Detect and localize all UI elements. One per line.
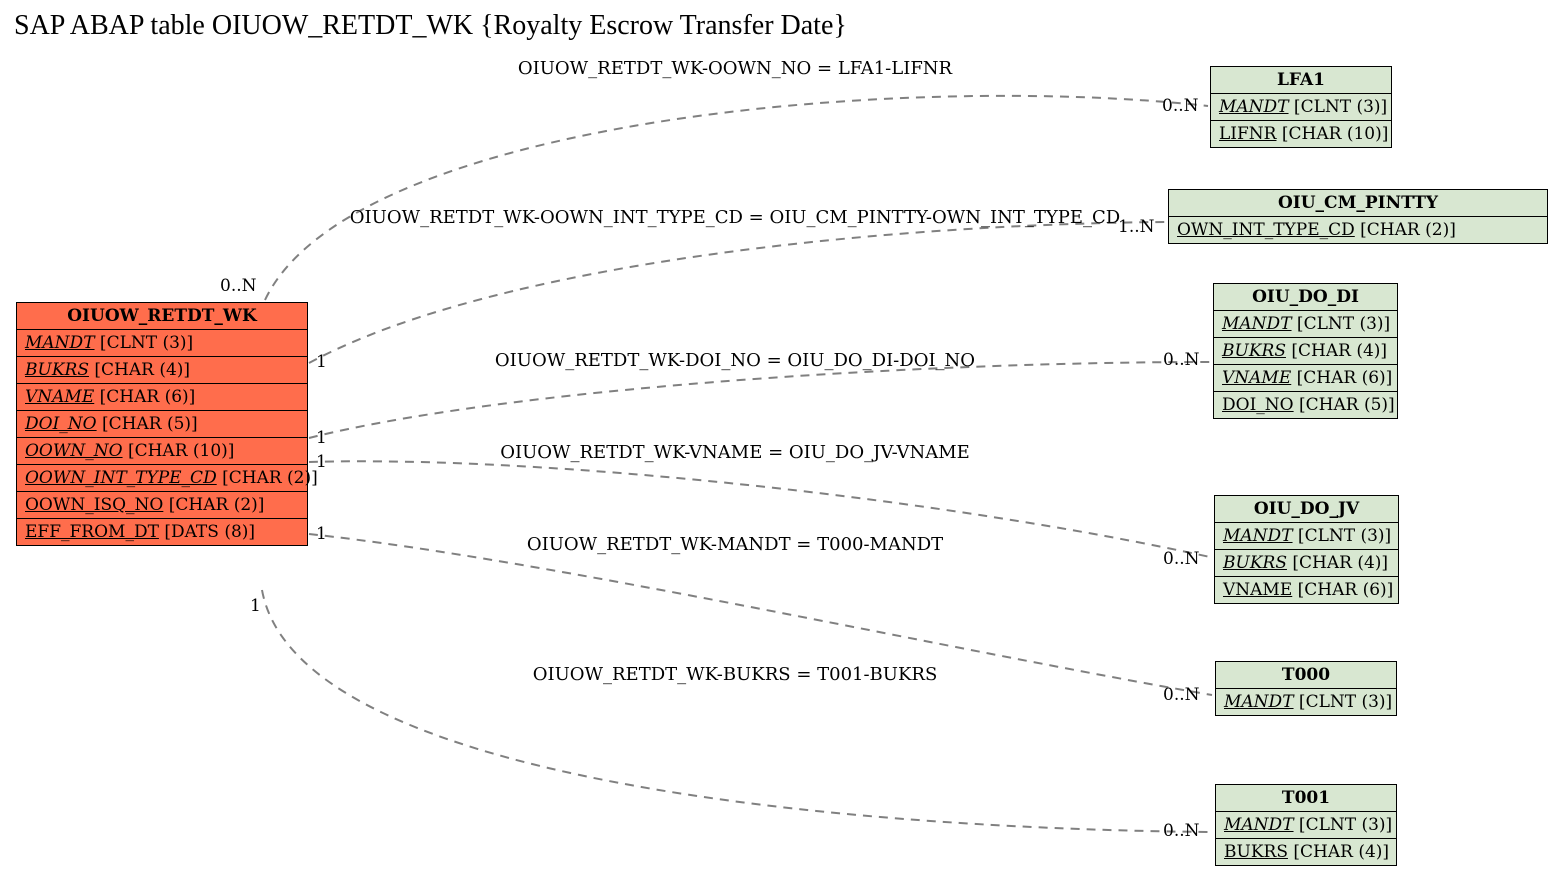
cardinality-right: 0..N bbox=[1162, 96, 1199, 116]
cardinality-left: 1 bbox=[316, 428, 327, 448]
cardinality-right: 0..N bbox=[1163, 350, 1200, 370]
edge-label: OIUOW_RETDT_WK-VNAME = OIU_DO_JV-VNAME bbox=[500, 442, 970, 463]
entity-field: OOWN_ISQ_NO [CHAR (2)] bbox=[17, 492, 307, 519]
entity-field: BUKRS [CHAR (4)] bbox=[17, 357, 307, 384]
cardinality-left: 1 bbox=[316, 452, 327, 472]
entity-field: DOI_NO [CHAR (5)] bbox=[17, 411, 307, 438]
entity-field: MANDT [CLNT (3)] bbox=[1215, 523, 1398, 550]
entity-field: MANDT [CLNT (3)] bbox=[1216, 689, 1396, 715]
entity-pintty: OIU_CM_PINTTYOWN_INT_TYPE_CD [CHAR (2)] bbox=[1168, 189, 1548, 244]
cardinality-right: 0..N bbox=[1163, 685, 1200, 705]
entity-header: T001 bbox=[1216, 785, 1396, 812]
entity-header: OIU_CM_PINTTY bbox=[1169, 190, 1547, 217]
entity-field: MANDT [CLNT (3)] bbox=[1216, 812, 1396, 839]
entity-field: OWN_INT_TYPE_CD [CHAR (2)] bbox=[1169, 217, 1547, 243]
cardinality-left: 1 bbox=[250, 596, 261, 616]
edge-label: OIUOW_RETDT_WK-MANDT = T000-MANDT bbox=[527, 534, 943, 555]
entity-field: VNAME [CHAR (6)] bbox=[17, 384, 307, 411]
entity-t001: T001MANDT [CLNT (3)]BUKRS [CHAR (4)] bbox=[1215, 784, 1397, 866]
entity-header: OIU_DO_DI bbox=[1214, 284, 1397, 311]
entity-field: VNAME [CHAR (6)] bbox=[1215, 577, 1398, 603]
entity-field: OOWN_INT_TYPE_CD [CHAR (2)] bbox=[17, 465, 307, 492]
entity-header: T000 bbox=[1216, 662, 1396, 689]
entity-main: OIUOW_RETDT_WKMANDT [CLNT (3)]BUKRS [CHA… bbox=[16, 302, 308, 546]
cardinality-right: 0..N bbox=[1163, 821, 1200, 841]
entity-field: MANDT [CLNT (3)] bbox=[1211, 94, 1391, 121]
entity-field: MANDT [CLNT (3)] bbox=[1214, 311, 1397, 338]
cardinality-left: 1 bbox=[316, 352, 327, 372]
cardinality-left: 1 bbox=[316, 524, 327, 544]
entity-dodi: OIU_DO_DIMANDT [CLNT (3)]BUKRS [CHAR (4)… bbox=[1213, 283, 1398, 419]
entity-header: OIU_DO_JV bbox=[1215, 496, 1398, 523]
edge-label: OIUOW_RETDT_WK-BUKRS = T001-BUKRS bbox=[533, 664, 938, 685]
entity-header: OIUOW_RETDT_WK bbox=[17, 303, 307, 330]
cardinality-right: 0..N bbox=[1163, 549, 1200, 569]
edge-label: OIUOW_RETDT_WK-DOI_NO = OIU_DO_DI-DOI_NO bbox=[495, 350, 975, 371]
cardinality-right: 1..N bbox=[1118, 217, 1155, 237]
entity-field: BUKRS [CHAR (4)] bbox=[1214, 338, 1397, 365]
entity-field: LIFNR [CHAR (10)] bbox=[1211, 121, 1391, 147]
entity-field: EFF_FROM_DT [DATS (8)] bbox=[17, 519, 307, 545]
entity-field: MANDT [CLNT (3)] bbox=[17, 330, 307, 357]
entity-field: DOI_NO [CHAR (5)] bbox=[1214, 392, 1397, 418]
cardinality-left: 0..N bbox=[220, 276, 257, 296]
entity-field: OOWN_NO [CHAR (10)] bbox=[17, 438, 307, 465]
entity-t000: T000MANDT [CLNT (3)] bbox=[1215, 661, 1397, 716]
edge-label: OIUOW_RETDT_WK-OOWN_INT_TYPE_CD = OIU_CM… bbox=[350, 207, 1120, 228]
edge-label: OIUOW_RETDT_WK-OOWN_NO = LFA1-LIFNR bbox=[518, 58, 952, 79]
entity-field: VNAME [CHAR (6)] bbox=[1214, 365, 1397, 392]
entity-field: BUKRS [CHAR (4)] bbox=[1215, 550, 1398, 577]
entity-lfa1: LFA1MANDT [CLNT (3)]LIFNR [CHAR (10)] bbox=[1210, 66, 1392, 148]
entity-dojv: OIU_DO_JVMANDT [CLNT (3)]BUKRS [CHAR (4)… bbox=[1214, 495, 1399, 604]
entity-field: BUKRS [CHAR (4)] bbox=[1216, 839, 1396, 865]
entity-header: LFA1 bbox=[1211, 67, 1391, 94]
